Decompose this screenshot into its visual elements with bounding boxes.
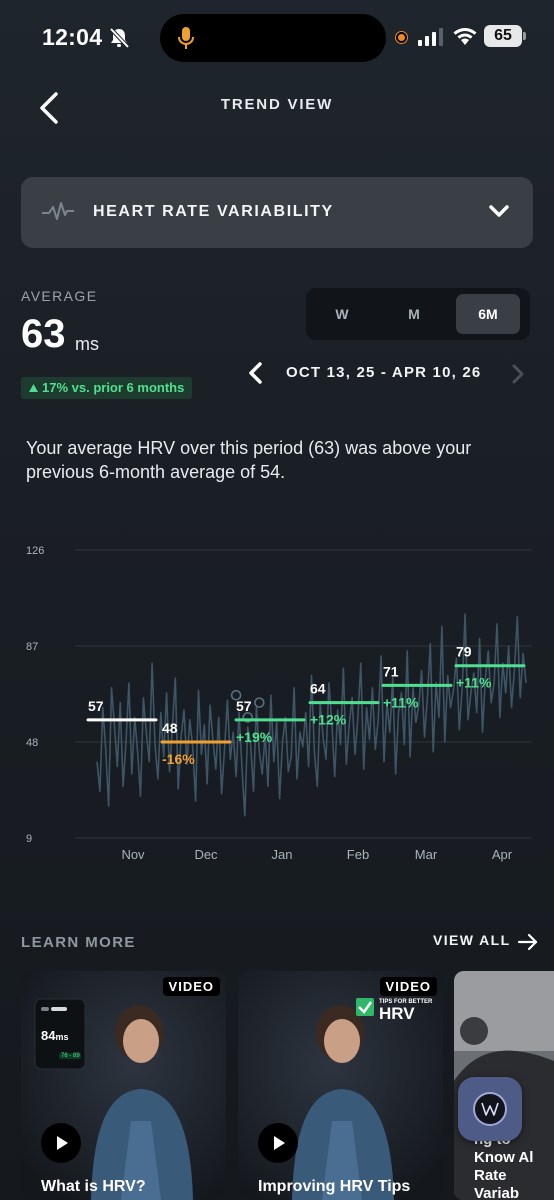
monthly-change-label: +11%: [456, 675, 492, 691]
data-marker: [254, 697, 265, 708]
video-thumbnail-1: [21, 971, 226, 1200]
x-tick-label: Nov: [121, 847, 145, 862]
card-overlay-unit: ms: [55, 1032, 69, 1042]
tab-6-months[interactable]: 6M: [456, 294, 520, 334]
card-title: Improving HRV Tips: [258, 1178, 411, 1195]
average-delta-text: 17% vs. prior 6 months: [42, 380, 185, 395]
next-range-button[interactable]: [506, 362, 530, 386]
x-tick-label: Feb: [347, 847, 369, 862]
y-tick-label: 9: [26, 833, 32, 845]
play-button[interactable]: [258, 1123, 298, 1163]
metric-dropdown[interactable]: HEART RATE VARIABILITY: [21, 177, 533, 248]
cellular-signal-icon: [418, 28, 443, 46]
data-marker: [242, 712, 254, 723]
card-overlay-number: 84: [41, 1028, 56, 1043]
tab-month[interactable]: M: [408, 306, 420, 322]
back-button[interactable]: [30, 86, 70, 130]
play-icon: [57, 1136, 68, 1150]
average-label: AVERAGE: [21, 288, 98, 304]
monthly-change-label: +12%: [310, 712, 347, 728]
card-overlay-title: HRV: [379, 1004, 415, 1023]
view-all-link[interactable]: VIEW ALL: [433, 932, 511, 948]
bell-muted-icon: [109, 27, 130, 49]
video-badge: VIDEO: [379, 977, 437, 996]
average-value: 63: [21, 312, 66, 356]
arrow-right-icon[interactable]: [517, 933, 539, 951]
x-tick-label: Apr: [492, 847, 513, 862]
monthly-average-label: 79: [456, 644, 472, 660]
x-tick-label: Mar: [415, 847, 438, 862]
triangle-up-icon: [29, 384, 38, 392]
assistant-icon: [473, 1092, 507, 1126]
data-marker: [230, 689, 242, 701]
chevron-down-icon: [489, 205, 509, 217]
microphone-icon: [178, 27, 194, 49]
monthly-change-label: +11%: [383, 694, 419, 710]
card-overlay-caption: TIPS FOR BETTER: [379, 999, 433, 1005]
card-overlay-range: 76 - 89: [61, 1053, 80, 1059]
monthly-change-label: +19%: [236, 729, 273, 745]
card-title: ng to Know Al Rate Variab: [474, 1131, 534, 1200]
page-title: TREND VIEW: [220, 96, 334, 113]
video-badge: VIDEO: [162, 977, 220, 996]
w-logo-icon: [481, 1102, 499, 1116]
metric-label: HEART RATE VARIABILITY: [93, 203, 334, 220]
monthly-average-label: 71: [383, 663, 399, 679]
wifi-icon: [453, 28, 477, 45]
status-time: 12:04: [42, 24, 103, 50]
x-tick-label: Dec: [194, 847, 218, 862]
dynamic-island: [160, 14, 386, 62]
learn-more-label: LEARN MORE: [21, 934, 136, 951]
monthly-average-label: 57: [88, 698, 104, 714]
hrv-waveform-icon: [42, 202, 74, 220]
play-icon: [274, 1136, 285, 1150]
summary-text: Your average HRV over this period (63) w…: [26, 438, 472, 482]
monthly-average-label: 48: [162, 720, 178, 736]
average-unit: ms: [75, 334, 99, 354]
y-tick-label: 87: [26, 641, 38, 653]
y-tick-label: 126: [26, 545, 44, 557]
monthly-average-label: 64: [310, 681, 326, 697]
average-delta-badge: 17% vs. prior 6 months: [21, 377, 193, 399]
video-card-what-is-hrv[interactable]: 84ms 76 - 89 VIDEO What is HRV?: [21, 971, 226, 1200]
play-button[interactable]: [41, 1123, 81, 1163]
tab-week[interactable]: W: [335, 306, 349, 322]
video-card-improving-hrv[interactable]: TIPS FOR BETTER HRV VIDEO Improving HRV …: [238, 971, 443, 1200]
x-tick-label: Jan: [272, 847, 293, 862]
hrv-trend-chart: 126 87 48 9 Nov Dec Jan Feb Mar Apr 57 48 -16% 57 +19%…: [26, 545, 532, 862]
recording-indicator: [396, 32, 407, 43]
daily-hrv-line: [96, 613, 527, 817]
status-bar: 12:04 65: [0, 0, 554, 76]
card-overlay-value: 84ms: [41, 1028, 68, 1043]
previous-range-button[interactable]: [244, 360, 268, 386]
card-title: What is HRV?: [41, 1178, 146, 1195]
period-tabs: W M 6M: [306, 288, 530, 340]
monthly-change-label: -16%: [162, 751, 195, 767]
battery-indicator: 65: [484, 25, 526, 47]
assistant-button[interactable]: [458, 1077, 522, 1141]
y-tick-label: 48: [26, 737, 38, 749]
date-range: OCT 13, 25 - APR 10, 26: [286, 364, 482, 381]
monthly-average-label: 57: [236, 698, 252, 714]
